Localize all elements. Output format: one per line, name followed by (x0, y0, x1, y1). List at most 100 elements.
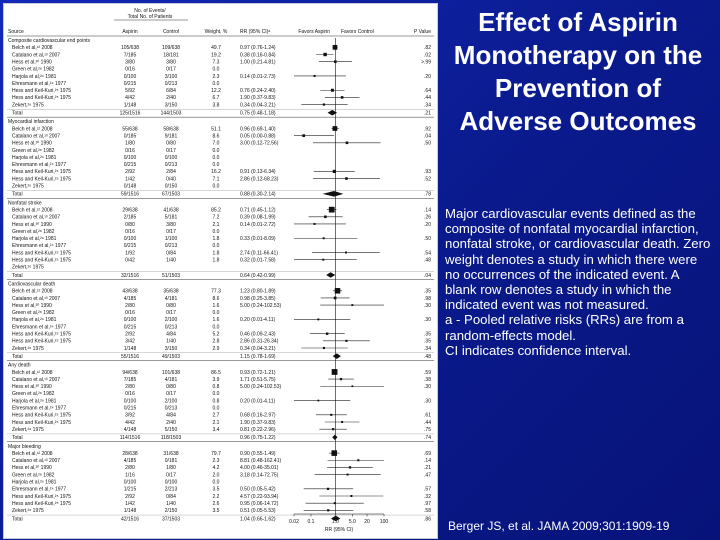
total-label: Total (12, 273, 23, 279)
total-aspirin: 42/1516 (121, 516, 139, 522)
study-point-marker (325, 332, 329, 335)
study-pvalue: .57 (424, 487, 431, 493)
col-header-weight: Weight, % (205, 29, 228, 35)
col-header-pvalue: P Value (414, 29, 431, 35)
study-pvalue: .59 (424, 370, 431, 376)
study-point-marker (331, 450, 338, 456)
study-pvalue: .14 (424, 458, 431, 464)
col-header-favors-aspirin: Favors Aspirin (298, 29, 330, 35)
total-aspirin: 55/1516 (121, 354, 139, 360)
study-aspirin: 0/100 (124, 398, 137, 404)
study-weight: 8.6 (213, 296, 220, 302)
study-aspirin: 0/215 (124, 324, 137, 330)
study-pvalue: .48 (424, 258, 431, 264)
study-point-marker (332, 45, 338, 50)
study-source: Hess and Keil-Kuri,²⁵ 1975 (12, 169, 71, 175)
study-weight: 2.0 (213, 472, 220, 478)
study-rr-text: 0.20 (0.01-4.11) (240, 398, 276, 404)
study-weight: 2.6 (213, 501, 220, 507)
study-rr-text: 0.96 (0.69-1.40) (240, 126, 276, 132)
study-row: Hess and Keil-Kuri,²⁵ 1975 3/42 1/40 2.8 2.8… (12, 339, 431, 345)
study-aspirin: 0/100 (124, 317, 137, 323)
study-aspirin: 3/42 (125, 339, 135, 345)
study-weight: 3.5 (213, 508, 220, 514)
study-aspirin: 3/80 (125, 59, 135, 65)
study-source: Ehresmann et al,²⁴ 1977 (12, 162, 66, 168)
study-row: Zekert,²⁶ 1975 0/148 0/150 0.0 (12, 184, 220, 190)
study-weight: 2.3 (213, 458, 220, 464)
study-source: Hess and Keil-Kuri,²⁵ 1975 (12, 95, 71, 101)
study-rr-text: 0.71 (0.45-1.12) (240, 207, 276, 213)
study-aspirin: 4/185 (124, 458, 137, 464)
study-row: Catalano et al,¹³ 2007 7/185 18/181 19.2 0.3… (12, 52, 431, 58)
study-row: Hess and Keil-Kuri,²⁵ 1975 4/42 2/40 2.1 1.9… (12, 420, 431, 426)
study-source: Catalano et al,¹³ 2007 (12, 377, 60, 383)
study-weight: 12.2 (211, 88, 221, 94)
x-axis-tick-label: 5.0 (349, 519, 356, 525)
study-weight: 3.9 (213, 377, 220, 383)
study-source: Catalano et al,¹³ 2007 (12, 133, 60, 139)
study-weight: 0.0 (213, 229, 220, 235)
study-point-marker (330, 88, 334, 92)
study-aspirin: 0/16 (125, 310, 135, 316)
study-source: Hess and Keil-Kuri,²⁵ 1975 (12, 420, 71, 426)
study-pvalue: >.99 (421, 59, 431, 65)
study-point-marker (348, 466, 352, 469)
study-point-marker (330, 413, 333, 416)
study-aspirin: 0/100 (124, 480, 137, 486)
study-point-marker (340, 96, 344, 99)
col-header-control: Control (163, 29, 179, 35)
study-row: Green et al,²⁸ 1982 0/16 0/17 0.0 (12, 310, 220, 316)
total-label: Total (12, 192, 23, 198)
study-row: Ehresmann et al,²⁴ 1977 0/215 0/213 0.0 (12, 324, 220, 330)
study-row: Zekert,²⁶ 1975 1/148 2/150 3.5 0.51 (0.05-5.… (12, 508, 431, 514)
study-row: Catalano et al,¹³ 2007 4/185 4/181 8.6 0.98 … (12, 296, 431, 302)
study-weight: 0.0 (213, 324, 220, 330)
total-control: 67/1503 (162, 192, 180, 198)
study-row: Hess and Keil-Kuri,²⁵ 1975 2/92 0/84 2.2 4.5… (12, 494, 431, 500)
study-point-marker (317, 399, 320, 402)
study-aspirin: 1/80 (125, 141, 135, 147)
study-control: 0/17 (166, 310, 176, 316)
study-source: Ehresmann et al,²⁴ 1977 (12, 243, 66, 249)
study-control: 0/17 (166, 148, 176, 154)
group-name: Cardiovascular death (8, 281, 55, 287)
total-row: Total 32/1516 51/1503 0.64 (0.42-0.99) .04 (12, 272, 431, 279)
study-control: 1/40 (166, 339, 176, 345)
study-source: Harjola et al,²⁹ 1981 (12, 236, 57, 242)
study-weight: 2.1 (213, 222, 220, 228)
study-weight: 86.5 (211, 370, 221, 376)
study-pvalue: .75 (424, 427, 431, 433)
citation: Berger JS, et al. JAMA 2009;301:1909-19 (448, 519, 670, 533)
total-row: Total 59/1516 67/1503 0.88 (0.30-2.14) .78 (12, 191, 431, 198)
study-aspirin: 4/148 (124, 427, 137, 433)
study-row: Green et al,²⁸ 1982 0/16 0/17 0.0 (12, 148, 220, 154)
study-aspirin: 4/185 (124, 296, 137, 302)
total-row: Total 114/1516 118/1503 0.96 (0.75-1.22) .74 (12, 434, 431, 441)
study-control: 0/213 (165, 406, 178, 412)
study-pvalue: .30 (424, 398, 431, 404)
study-control: 0/17 (166, 391, 176, 397)
total-aspirin: 32/1516 (121, 273, 139, 279)
study-pvalue: .30 (424, 303, 431, 309)
study-source: Hess and Keil-Kuri,²⁵ 1975 (12, 494, 71, 500)
study-rr-text: 0.33 (0.01-8.09) (240, 236, 276, 242)
total-aspirin: 125/1516 (120, 111, 141, 117)
study-pvalue: .35 (424, 289, 431, 295)
notes-ci-footnote: CI indicates confidence interval. (445, 342, 632, 358)
study-source: Catalano et al,¹³ 2007 (12, 296, 60, 302)
study-control: 0/80 (166, 384, 176, 390)
study-point-marker (323, 52, 327, 57)
study-control: 101/638 (162, 370, 180, 376)
study-source: Ehresmann et al,²⁴ 1977 (12, 81, 66, 87)
study-rr-text: 0.38 (0.16-0.84) (240, 52, 276, 58)
study-control: 2/100 (165, 317, 178, 323)
study-source: Catalano et al,¹³ 2007 (12, 458, 60, 464)
study-source: Harjola et al,²⁹ 1981 (12, 74, 57, 80)
study-point-marker (332, 169, 336, 174)
study-pvalue: .50 (424, 236, 431, 242)
study-control: 0/80 (166, 141, 176, 147)
study-control: 2/40 (166, 95, 176, 101)
study-point-marker (302, 134, 306, 138)
study-aspirin: 1/92 (125, 250, 135, 256)
